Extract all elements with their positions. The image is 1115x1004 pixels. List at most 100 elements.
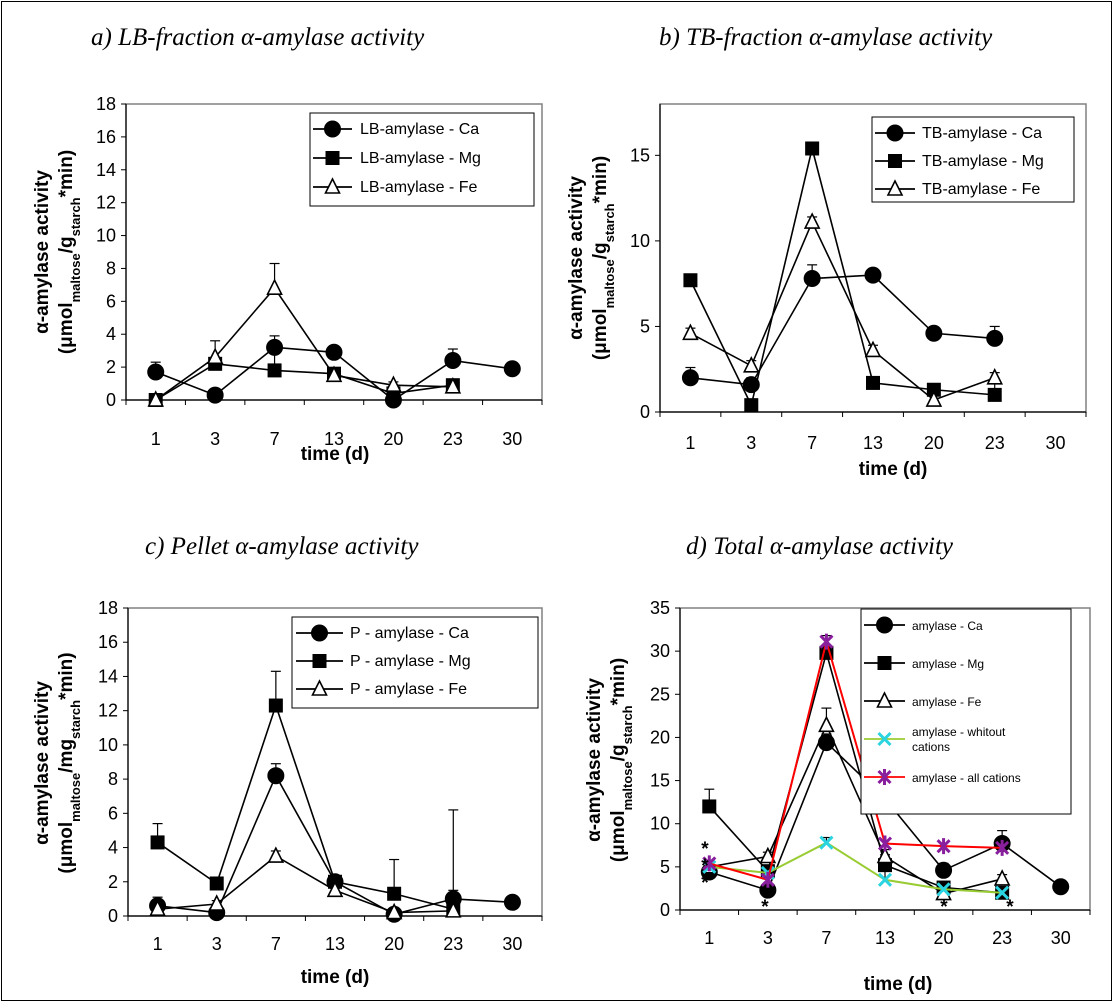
x-tick-label: 13 — [863, 433, 883, 453]
y-axis-units-part: /g — [56, 236, 77, 253]
x-tick-label: 7 — [270, 429, 280, 449]
significance-asterisk: * — [701, 873, 709, 894]
legend-label: cations — [912, 740, 950, 754]
y-axis-units-part: (μmol — [56, 302, 77, 354]
data-point — [926, 382, 941, 397]
x-tick-label: 1 — [685, 433, 695, 453]
y-tick-label: 30 — [650, 641, 670, 661]
y-axis-label: α-amylase activity — [584, 678, 605, 842]
data-point — [877, 835, 893, 852]
legend-label: amylase - Fe — [912, 695, 982, 709]
significance-asterisk: * — [761, 897, 769, 918]
y-axis-units: (μmolmaltose/gstarch*min) — [590, 156, 617, 360]
y-axis-units-part: *min) — [56, 150, 77, 198]
legend-label: amylase - whitout — [912, 725, 1006, 739]
y-tick-label: 10 — [630, 231, 650, 251]
y-tick-label: 5 — [640, 316, 650, 336]
data-point — [206, 347, 224, 365]
legend-label: amylase - all cations — [912, 771, 1021, 785]
x-tick-label: 3 — [212, 934, 222, 954]
y-axis-label: α-amylase activity — [566, 176, 587, 340]
legend-label: P - amylase - Ca — [350, 625, 469, 642]
data-point — [986, 367, 1004, 385]
x-axis-label: time (d) — [859, 459, 928, 480]
y-axis-units-part: starch — [68, 197, 83, 236]
y-axis-units-part: starch — [68, 700, 83, 739]
series-line — [708, 649, 1003, 894]
y-tick-label: 0 — [660, 900, 670, 920]
data-point — [995, 839, 1010, 856]
y-tick-label: 14 — [96, 160, 116, 180]
y-axis-units-part: maltose — [68, 773, 83, 822]
x-tick-label: 23 — [443, 429, 463, 449]
x-tick-label: 13 — [875, 928, 895, 948]
data-point — [385, 902, 403, 920]
data-point — [995, 885, 1010, 900]
legend-label: P - amylase - Mg — [350, 653, 471, 670]
data-point — [936, 838, 951, 855]
data-point — [819, 835, 834, 850]
legend-marker — [312, 654, 327, 668]
legend-marker — [876, 691, 893, 708]
y-tick-label: 4 — [106, 324, 116, 344]
data-point — [385, 375, 402, 393]
y-axis-units: (μmolmaltose/gstarch*min) — [608, 658, 635, 862]
x-tick-label: 20 — [383, 429, 403, 449]
legend-marker — [876, 616, 893, 634]
legend-label: LB-amylase - Fe — [360, 179, 477, 196]
y-tick-label: 6 — [106, 291, 116, 311]
y-tick-label: 12 — [98, 701, 118, 721]
series-line — [690, 220, 995, 401]
x-tick-label: 3 — [210, 429, 220, 449]
y-tick-label: 4 — [108, 838, 118, 858]
x-tick-label: 7 — [807, 433, 817, 453]
y-tick-label: 12 — [96, 193, 116, 213]
data-point — [503, 893, 521, 911]
data-point — [208, 894, 226, 911]
y-axis-units-part: /g — [608, 744, 629, 761]
y-tick-label: 8 — [108, 769, 118, 789]
x-tick-label: 1 — [151, 429, 161, 449]
x-tick-label: 20 — [924, 433, 944, 453]
data-point — [760, 871, 775, 888]
panel-a-title: a) LB-fraction α-amylase activity — [91, 24, 425, 51]
legend-label: TB-amylase - Ca — [922, 125, 1042, 142]
y-axis-label-group: α-amylase activity (μmolmaltose/gstarch*m… — [32, 150, 83, 354]
data-point — [805, 141, 820, 156]
legend-marker — [877, 656, 892, 670]
y-tick-label: 18 — [96, 94, 116, 114]
x-tick-label: 20 — [934, 928, 954, 948]
legend-marker — [888, 154, 902, 168]
series-line — [155, 362, 453, 401]
data-point — [702, 799, 717, 814]
significance-asterisk: * — [1006, 897, 1014, 918]
x-tick-label: 30 — [502, 934, 522, 954]
y-axis-units-part: maltose — [602, 259, 617, 308]
data-point — [683, 273, 698, 288]
data-point — [1052, 878, 1070, 896]
y-tick-label: 0 — [108, 906, 118, 926]
legend-marker — [877, 731, 892, 747]
data-point — [266, 278, 283, 295]
y-axis-label-group: α-amylase activity (μmolmaltose/gstarch*m… — [584, 658, 635, 862]
x-tick-label: 1 — [153, 934, 163, 954]
y-axis-units: (μmolmaltose/mgstarch*min) — [56, 652, 83, 873]
y-tick-label: 35 — [650, 598, 670, 618]
y-axis-label: α-amylase activity — [32, 170, 53, 334]
y-tick-label: 18 — [98, 598, 118, 618]
data-point — [325, 343, 343, 361]
series-line — [709, 637, 1003, 882]
y-axis-units-part: /mg — [56, 739, 77, 773]
legend-label: amylase - Ca — [912, 619, 983, 633]
y-tick-label: 16 — [96, 127, 116, 147]
series-line — [709, 841, 1003, 894]
series-line — [155, 286, 453, 401]
y-tick-label: 10 — [96, 226, 116, 246]
y-axis-units-part: *min) — [590, 156, 611, 204]
data-point — [682, 323, 699, 341]
significance-asterisk: * — [701, 856, 709, 877]
y-axis-units-part: maltose — [620, 761, 635, 810]
data-point — [987, 387, 1002, 402]
